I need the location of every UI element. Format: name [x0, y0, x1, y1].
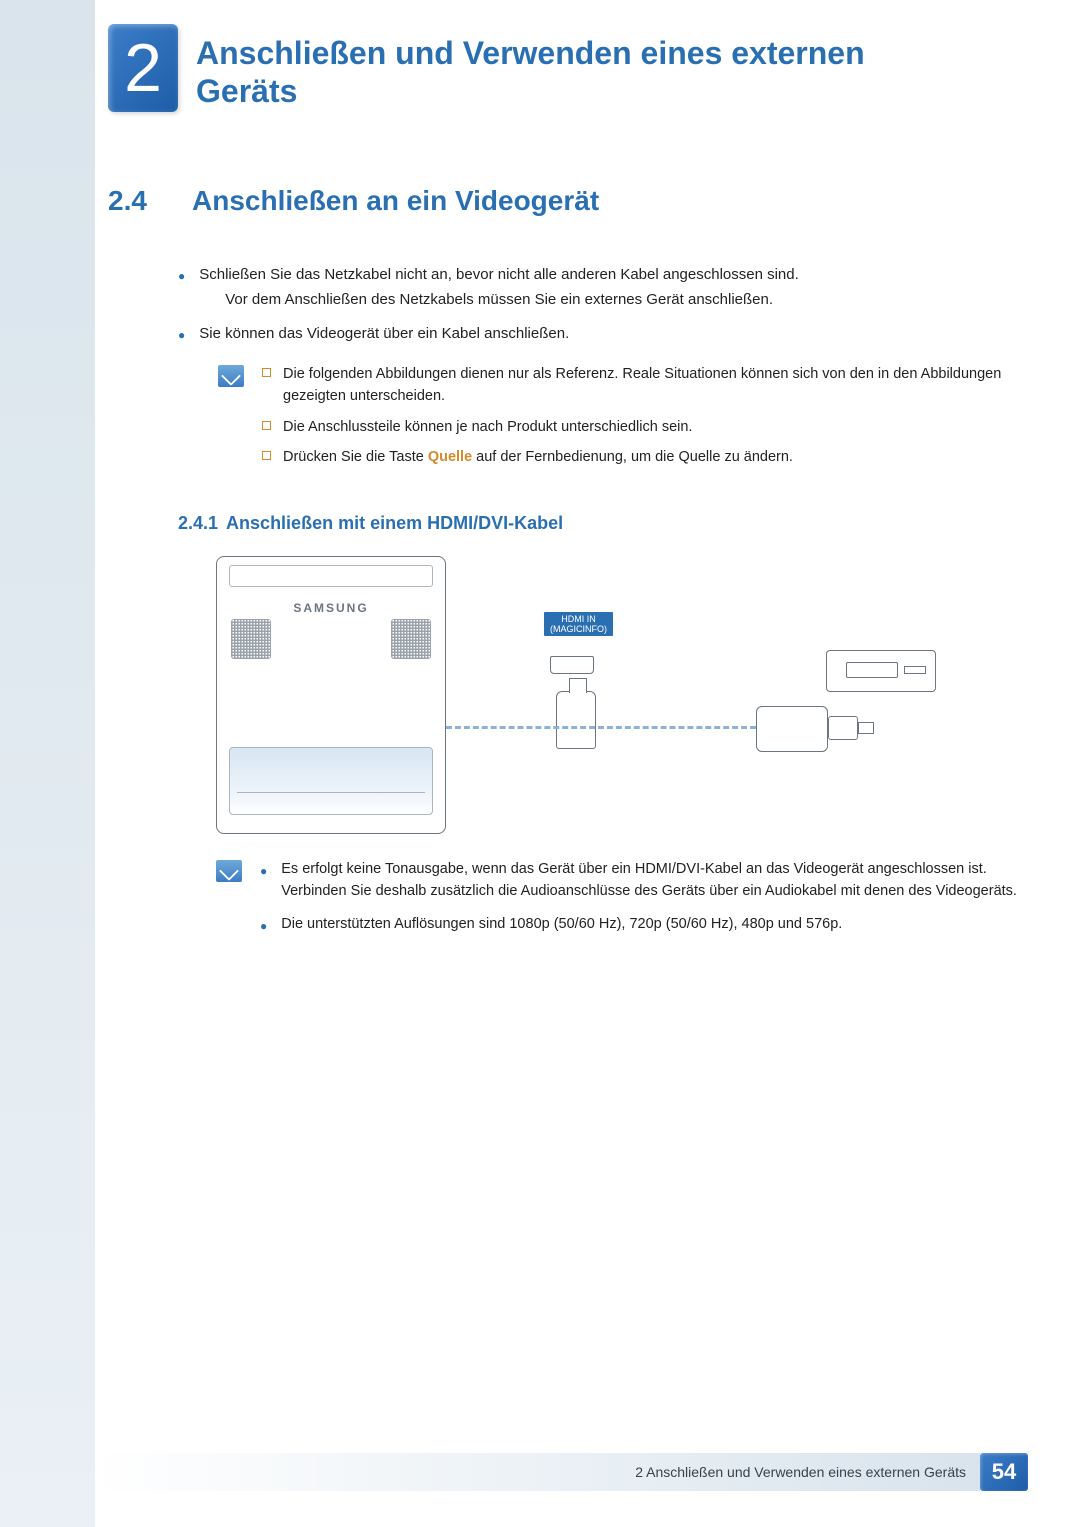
note-text-part: Drücken Sie die Taste	[283, 449, 428, 465]
port-label-line: (MAGICINFO)	[550, 624, 607, 634]
bullet-text: Sie können das Videogerät über ein Kabel…	[199, 322, 569, 345]
footer-text: 2 Anschließen und Verwenden eines extern…	[95, 1453, 980, 1491]
subsection-number: 2.4.1	[178, 513, 218, 533]
note-item: Die folgenden Abbildungen dienen nur als…	[262, 363, 1020, 408]
note-icon	[216, 860, 242, 882]
bold-keyword: Quelle	[428, 449, 472, 465]
chapter-badge: 2	[108, 24, 178, 112]
note-block: ● Es erfolgt keine Tonausgabe, wenn das …	[216, 858, 1020, 946]
page-number: 54	[980, 1453, 1028, 1491]
section-heading: 2.4 Anschließen an ein Videogerät	[108, 185, 1020, 217]
content: 2.4 Anschließen an ein Videogerät ● Schl…	[108, 185, 1020, 945]
hdmi-connector-icon	[556, 691, 596, 749]
bullet-dot-icon: ●	[178, 326, 185, 345]
bullet-dot-icon: ●	[260, 862, 267, 903]
dvi-connector-icon	[756, 706, 828, 752]
bullet-dot-icon: ●	[178, 267, 185, 312]
device-logo: SAMSUNG	[293, 601, 368, 615]
note-square-icon	[262, 451, 271, 460]
subsection: 2.4.1 Anschließen mit einem HDMI/DVI-Kabe…	[178, 513, 1020, 534]
dvi-connector-tip2-icon	[858, 722, 874, 734]
page: 2 Anschließen und Verwenden eines extern…	[0, 0, 1080, 1527]
note-bullet-item: ● Die unterstützten Auflösungen sind 108…	[260, 913, 1020, 936]
note-square-icon	[262, 368, 271, 377]
dvi-connector-tip-icon	[828, 716, 858, 740]
external-port-slot-icon	[846, 662, 898, 678]
page-footer: 2 Anschließen und Verwenden eines extern…	[95, 1453, 1028, 1491]
speaker-grille-icon	[391, 619, 431, 659]
chapter-number: 2	[124, 29, 162, 107]
note-text: Die Anschlussteile können je nach Produk…	[283, 416, 692, 438]
hdmi-port-icon	[550, 656, 594, 674]
section-title: Anschließen an ein Videogerät	[192, 185, 599, 217]
bullet-line: Schließen Sie das Netzkabel nicht an, be…	[199, 266, 799, 283]
speaker-grille-icon	[231, 619, 271, 659]
connection-figure: SAMSUNG HDMI IN (MAGICINFO)	[216, 556, 936, 834]
note-list: ● Es erfolgt keine Tonausgabe, wenn das …	[260, 858, 1020, 946]
note-square-icon	[262, 421, 271, 430]
subsection-title: Anschließen mit einem HDMI/DVI-Kabel	[226, 513, 563, 533]
device-illustration: SAMSUNG	[216, 556, 446, 834]
bullet-item: ● Sie können das Videogerät über ein Kab…	[178, 322, 1020, 345]
bullet-line: Vor dem Anschließen des Netzkabels müsse…	[225, 288, 799, 311]
note-text: Drücken Sie die Taste Quelle auf der Fer…	[283, 446, 793, 468]
device-stand-line	[237, 792, 425, 793]
bullet-text: Schließen Sie das Netzkabel nicht an, be…	[199, 263, 799, 312]
device-stand	[229, 747, 433, 815]
intro-bullets: ● Schließen Sie das Netzkabel nicht an, …	[178, 263, 1020, 345]
note-icon	[218, 365, 244, 387]
note-text: Die unterstützten Auflösungen sind 1080p…	[281, 913, 842, 936]
bullet-item: ● Schließen Sie das Netzkabel nicht an, …	[178, 263, 1020, 312]
port-label-line: HDMI IN	[550, 614, 607, 624]
note-text-part: auf der Fernbedienung, um die Quelle zu …	[472, 449, 793, 465]
chapter-title: Anschließen und Verwenden eines externen…	[196, 34, 956, 111]
sidebar-gradient	[0, 0, 95, 1527]
section-number: 2.4	[108, 185, 168, 217]
note-item: Die Anschlussteile können je nach Produk…	[262, 416, 1020, 438]
device-top-bar	[229, 565, 433, 587]
cable-line-icon	[446, 726, 756, 729]
note-list: Die folgenden Abbildungen dienen nur als…	[262, 363, 1020, 477]
note-text: Die folgenden Abbildungen dienen nur als…	[283, 363, 1020, 408]
note-item: Drücken Sie die Taste Quelle auf der Fer…	[262, 446, 1020, 468]
note-bullet-item: ● Es erfolgt keine Tonausgabe, wenn das …	[260, 858, 1020, 903]
bullet-dot-icon: ●	[260, 917, 267, 936]
external-port-inner-icon	[904, 666, 926, 674]
note-text: Es erfolgt keine Tonausgabe, wenn das Ge…	[281, 858, 1020, 903]
note-block: Die folgenden Abbildungen dienen nur als…	[218, 363, 1020, 477]
port-label: HDMI IN (MAGICINFO)	[544, 612, 613, 637]
subsection-heading: 2.4.1 Anschließen mit einem HDMI/DVI-Kabe…	[178, 513, 1020, 534]
